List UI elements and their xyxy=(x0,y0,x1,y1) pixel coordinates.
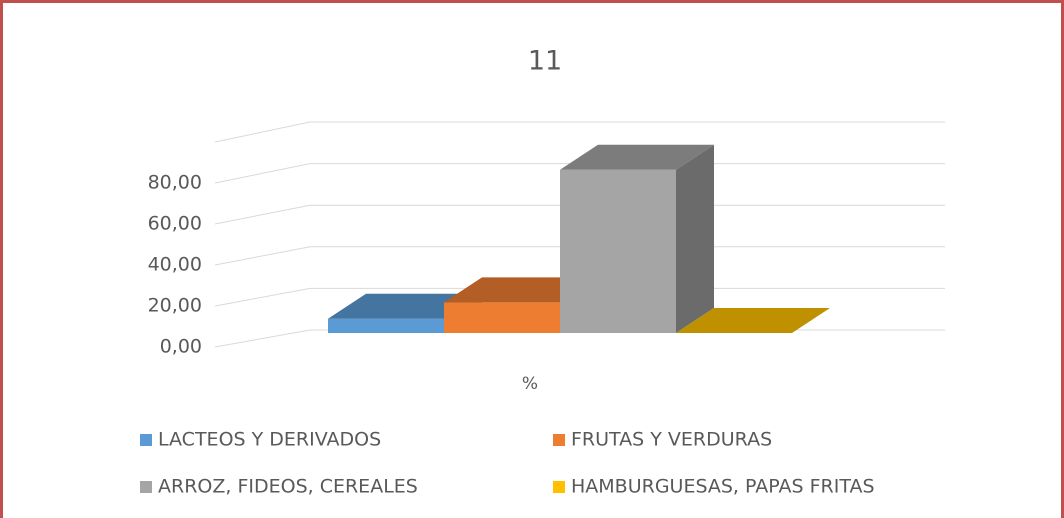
legend-label: ARROZ, FIDEOS, CEREALES xyxy=(158,476,418,498)
legend-label: HAMBURGUESAS, PAPAS FRITAS xyxy=(571,476,875,498)
chart-title: 11 xyxy=(528,46,562,77)
legend-swatch xyxy=(140,481,152,493)
bar xyxy=(560,144,714,333)
bar-top xyxy=(328,293,482,319)
bar-top xyxy=(444,277,598,303)
legend-swatch xyxy=(553,481,565,493)
y-tick-label: 20,00 xyxy=(148,295,202,317)
grid-line xyxy=(214,246,945,266)
bar-top xyxy=(676,308,830,333)
bar-front xyxy=(444,302,560,333)
wall-edge xyxy=(214,121,945,143)
y-tick-label: 80,00 xyxy=(148,172,202,194)
y-tick-label: 60,00 xyxy=(148,213,202,235)
legend-label: FRUTAS Y VERDURAS xyxy=(571,429,772,451)
x-tick-label: % xyxy=(522,374,538,394)
grid-line xyxy=(214,204,945,225)
y-tick-label: 40,00 xyxy=(148,254,202,276)
bar-side xyxy=(676,144,714,333)
y-tick-label: 0,00 xyxy=(160,336,202,358)
bar-front xyxy=(328,318,444,333)
legend-swatch xyxy=(140,434,152,446)
bar-front xyxy=(560,169,676,333)
bar xyxy=(676,308,830,333)
bar-top xyxy=(560,144,714,170)
grid-line xyxy=(214,163,945,184)
grid-line xyxy=(214,287,945,307)
legend-label: LACTEOS Y DERIVADOS xyxy=(158,429,381,451)
legend-swatch xyxy=(553,434,565,446)
